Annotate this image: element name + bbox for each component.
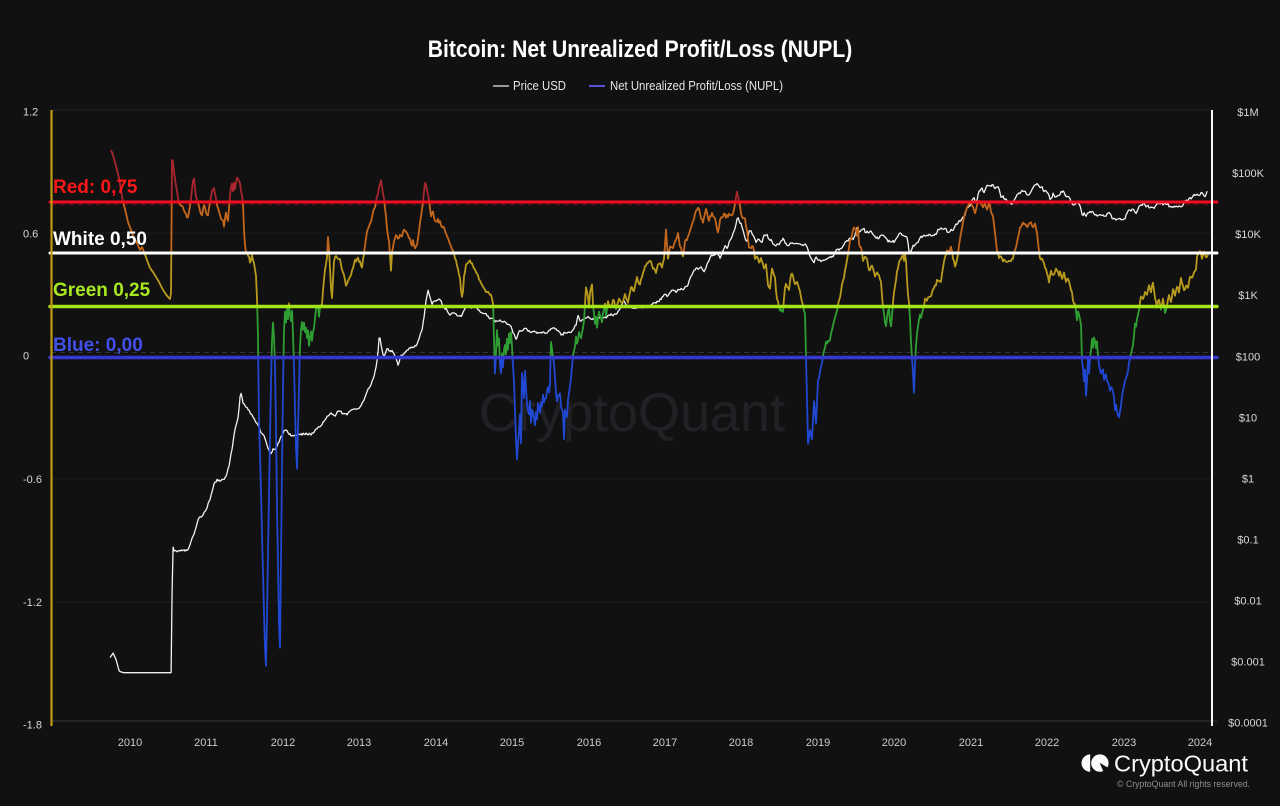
svg-text:Price USD: Price USD	[513, 78, 566, 93]
svg-text:$0.0001: $0.0001	[1228, 718, 1268, 730]
svg-text:CryptoQuant: CryptoQuant	[1114, 751, 1248, 777]
svg-text:$1K: $1K	[1238, 290, 1258, 302]
svg-text:$0.01: $0.01	[1234, 596, 1262, 608]
svg-text:2016: 2016	[577, 737, 601, 749]
svg-text:$100: $100	[1236, 351, 1260, 363]
svg-text:© CryptoQuant All rights reser: © CryptoQuant All rights reserved.	[1117, 779, 1250, 789]
svg-text:2010: 2010	[118, 737, 142, 749]
svg-text:2021: 2021	[959, 737, 983, 749]
svg-text:Green 0,25: Green 0,25	[53, 280, 151, 301]
svg-text:2015: 2015	[500, 737, 524, 749]
svg-text:2013: 2013	[347, 737, 371, 749]
svg-text:2019: 2019	[806, 737, 830, 749]
svg-text:2022: 2022	[1035, 737, 1059, 749]
svg-text:2020: 2020	[882, 737, 906, 749]
svg-text:-1.2: -1.2	[23, 597, 42, 609]
svg-text:$0.1: $0.1	[1237, 534, 1258, 546]
svg-text:0: 0	[23, 351, 29, 363]
svg-text:Bitcoin: Net Unrealized Profit: Bitcoin: Net Unrealized Profit/Loss (NUP…	[428, 35, 853, 63]
svg-text:2011: 2011	[194, 737, 218, 749]
svg-text:2023: 2023	[1112, 737, 1136, 749]
svg-text:$0.001: $0.001	[1231, 657, 1265, 669]
svg-text:$10K: $10K	[1235, 229, 1261, 241]
svg-text:Net Unrealized Profit/Loss (NU: Net Unrealized Profit/Loss (NUPL)	[610, 78, 783, 93]
svg-text:0.6: 0.6	[23, 229, 38, 241]
svg-text:$1: $1	[1242, 473, 1254, 485]
svg-text:2012: 2012	[271, 737, 295, 749]
svg-text:2018: 2018	[729, 737, 753, 749]
svg-text:$1M: $1M	[1237, 107, 1258, 119]
svg-text:1.2: 1.2	[23, 106, 38, 118]
svg-text:2017: 2017	[653, 737, 677, 749]
svg-text:Blue: 0,00: Blue: 0,00	[53, 335, 143, 356]
svg-text:$10: $10	[1239, 412, 1257, 424]
svg-text:2014: 2014	[424, 737, 448, 749]
svg-text:Red: 0,75: Red: 0,75	[53, 177, 138, 198]
svg-text:$100K: $100K	[1232, 168, 1264, 180]
svg-text:White 0,50: White 0,50	[53, 229, 147, 250]
svg-text:2024: 2024	[1188, 737, 1212, 749]
svg-text:-1.8: -1.8	[23, 719, 42, 731]
svg-text:-0.6: -0.6	[23, 474, 42, 486]
